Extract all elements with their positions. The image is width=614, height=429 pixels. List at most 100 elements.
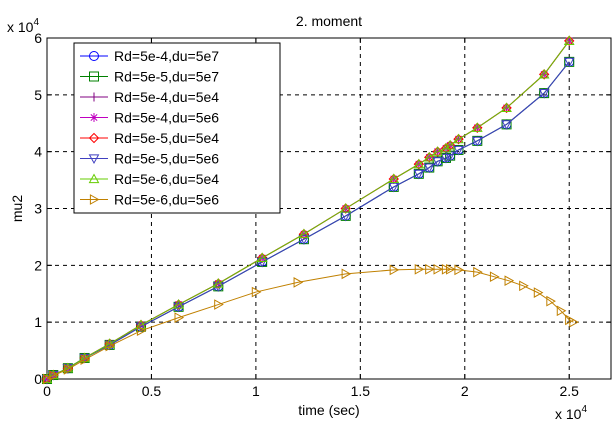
legend-label: Rd=5e-5,du=5e6	[114, 151, 219, 167]
legend-label: Rd=5e-6,du=5e4	[114, 171, 219, 187]
y-tick-label: 0	[34, 371, 42, 387]
data-point	[388, 182, 400, 193]
x-axis-exponent: x 104	[555, 404, 587, 422]
data-point	[446, 263, 456, 275]
data-point	[173, 299, 184, 309]
chart-title: 2. moment	[296, 13, 362, 29]
data-point	[173, 302, 184, 313]
y-tick-label: 1	[34, 314, 42, 330]
data-point	[432, 146, 443, 156]
legend-label: Rd=5e-6,du=5e6	[114, 192, 219, 208]
data-point	[501, 120, 512, 130]
data-point	[454, 264, 465, 276]
x-exponent-base: x 10	[555, 406, 582, 422]
data-point	[105, 340, 116, 352]
data-point	[214, 299, 224, 310]
data-point	[563, 57, 575, 68]
legend-item: Rd=5e-4,du=5e6	[80, 110, 219, 126]
data-point	[414, 263, 425, 275]
data-point	[340, 202, 352, 213]
legend-label: Rd=5e-4,du=5e6	[114, 110, 219, 126]
data-point	[341, 268, 352, 280]
data-point	[256, 252, 268, 263]
data-point	[212, 277, 224, 288]
series-8	[42, 263, 579, 385]
data-point	[471, 122, 483, 132]
data-point	[440, 142, 452, 153]
data-point	[389, 264, 400, 276]
data-point	[423, 163, 435, 174]
y-axis-label: mu2	[9, 195, 25, 222]
data-point	[432, 157, 443, 167]
legend-label: Rd=5e-4,du=5e7	[114, 48, 219, 64]
data-point	[388, 173, 400, 184]
legend-item: Rd=5e-5,du=5e4	[80, 130, 219, 146]
y-exponent-power: 4	[33, 17, 39, 28]
data-point	[538, 68, 550, 79]
data-point	[425, 263, 435, 275]
data-point	[49, 370, 59, 381]
data-point	[136, 325, 147, 337]
legend-item: Rd=5e-4,du=5e4	[80, 89, 219, 105]
legend-box	[73, 42, 281, 214]
x-tick-label: 2	[461, 383, 469, 399]
legend-marker	[89, 194, 100, 205]
data-point	[251, 286, 262, 298]
series-7	[41, 35, 575, 384]
data-point	[453, 133, 464, 144]
data-point	[471, 136, 483, 147]
data-point	[501, 102, 512, 113]
legend-label: Rd=5e-5,du=5e4	[114, 130, 219, 146]
legend-item: Rd=5e-4,du=5e7	[80, 48, 219, 64]
legend-item: Rd=5e-6,du=5e6	[80, 192, 219, 208]
x-tick-label: 2.5	[559, 383, 579, 399]
legend-marker	[88, 132, 100, 144]
y-tick-label: 6	[34, 30, 42, 46]
data-point	[413, 169, 425, 180]
y-tick-label: 2	[34, 257, 42, 273]
data-point	[546, 295, 556, 307]
data-point	[423, 151, 435, 162]
legend-item: Rd=5e-5,du=5e6	[80, 151, 219, 167]
data-point	[80, 354, 91, 366]
data-point	[489, 271, 500, 283]
legend-marker	[89, 113, 99, 122]
data-point	[79, 352, 90, 363]
data-point	[533, 287, 544, 298]
y-axis-exponent: x 104	[7, 17, 39, 35]
legend-marker	[89, 51, 99, 61]
x-tick-label: 1	[252, 383, 260, 399]
y-tick-label: 5	[34, 87, 42, 103]
series-group	[41, 35, 579, 385]
data-point	[444, 139, 456, 150]
data-point	[564, 35, 575, 47]
x-tick-label: 1.5	[351, 383, 371, 399]
data-point	[563, 35, 575, 45]
x-axis-label: time (sec)	[298, 402, 359, 418]
x-exponent-power: 4	[581, 404, 587, 415]
legend-marker	[89, 71, 99, 82]
y-tick-label: 4	[34, 144, 42, 160]
data-point	[556, 305, 567, 317]
data-point	[298, 228, 310, 239]
data-point	[174, 312, 185, 323]
legend-marker	[88, 154, 100, 165]
data-point	[501, 102, 512, 114]
legend-label: Rd=5e-4,du=5e4	[114, 89, 219, 105]
data-point	[569, 316, 579, 328]
x-tick-label: 0.5	[142, 383, 162, 399]
legend-item: Rd=5e-5,du=5e7	[80, 69, 219, 85]
legend-label: Rd=5e-5,du=5e7	[114, 69, 219, 85]
y-exponent-base: x 10	[7, 19, 34, 35]
data-point	[538, 89, 550, 99]
legend: Rd=5e-4,du=5e7 Rd=5e-5,du=5e7 Rd=5e-4,du=5…	[73, 42, 281, 214]
data-point	[519, 280, 529, 292]
data-point	[293, 277, 304, 288]
data-point	[433, 263, 444, 275]
ticks: 0 0.5 1 1.5 2 2.5 0 1 2 3 4 5 6	[34, 30, 611, 399]
data-point	[504, 275, 515, 287]
x-tick-label: 0	[43, 383, 51, 399]
data-point	[444, 140, 456, 151]
series-line	[46, 40, 570, 380]
